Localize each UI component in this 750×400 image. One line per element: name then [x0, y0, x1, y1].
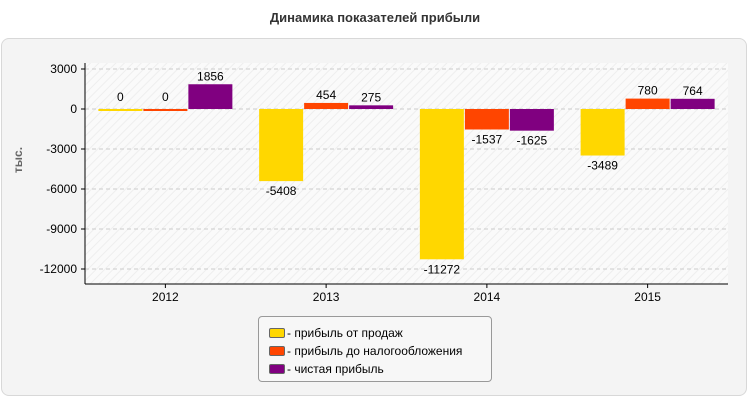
- x-tick-label: 2012: [152, 290, 179, 304]
- bar: [349, 105, 394, 109]
- y-tick-label: 0: [70, 102, 77, 116]
- x-tick-label: 2015: [634, 290, 661, 304]
- bar: [304, 102, 349, 109]
- bar: [464, 109, 509, 130]
- y-tick-label: -9000: [46, 222, 77, 236]
- bar: [98, 109, 143, 111]
- data-label: 780: [638, 84, 658, 98]
- x-tick-label: 2014: [474, 290, 501, 304]
- data-label: 454: [316, 88, 336, 102]
- bar: [419, 109, 464, 260]
- data-label: 764: [683, 84, 703, 98]
- legend-swatch-net-profit: [269, 364, 285, 374]
- legend-swatch-pretax-profit: [269, 346, 285, 356]
- y-ticks: 3000 0 -3000 -6000 -9000 -12000: [40, 62, 85, 276]
- legend-label-net-profit: - чистая прибыль: [287, 362, 384, 376]
- chart-title: Динамика показателей прибыли: [269, 10, 481, 25]
- data-label: -11272: [424, 262, 461, 276]
- x-tick-label: 2013: [313, 290, 340, 304]
- bars: [98, 84, 715, 260]
- y-tick-label: -3000: [46, 142, 77, 156]
- legend-item-sales-profit: - прибыль от продаж: [269, 324, 481, 342]
- data-labels: 0 0 1856 -5408 454 275 -11272 -1537 -1625 -3489 78…: [117, 69, 703, 276]
- data-label: -3489: [587, 159, 618, 173]
- data-label: -1537: [472, 132, 503, 146]
- bar: [143, 109, 188, 111]
- legend-item-net-profit: - чистая прибыль: [269, 360, 481, 378]
- data-label: 275: [361, 90, 381, 104]
- legend-label-sales-profit: - прибыль от продаж: [287, 326, 403, 340]
- y-tick-label: -6000: [46, 182, 77, 196]
- data-label: 1856: [197, 69, 224, 83]
- y-tick-label: 3000: [50, 62, 77, 76]
- bar: [509, 109, 554, 131]
- bar: [188, 84, 233, 109]
- x-ticks: 2012 2013 2014 2015: [152, 284, 661, 304]
- y-axis-label: тыс.: [11, 147, 25, 173]
- bar: [580, 109, 625, 156]
- bar: [259, 109, 304, 182]
- data-label: -1625: [517, 134, 548, 148]
- legend: - прибыль от продаж - прибыль до налогоо…: [258, 316, 492, 382]
- data-label: -5408: [266, 184, 297, 198]
- bar: [670, 98, 715, 109]
- plot-area: [85, 63, 728, 284]
- bar: [625, 98, 670, 109]
- legend-label-pretax-profit: - прибыль до налогообложения: [287, 344, 463, 358]
- legend-item-pretax-profit: - прибыль до налогообложения: [269, 342, 481, 360]
- y-tick-label: -12000: [40, 262, 78, 276]
- data-label: 0: [117, 90, 124, 104]
- data-label: 0: [162, 90, 169, 104]
- legend-swatch-sales-profit: [269, 328, 285, 338]
